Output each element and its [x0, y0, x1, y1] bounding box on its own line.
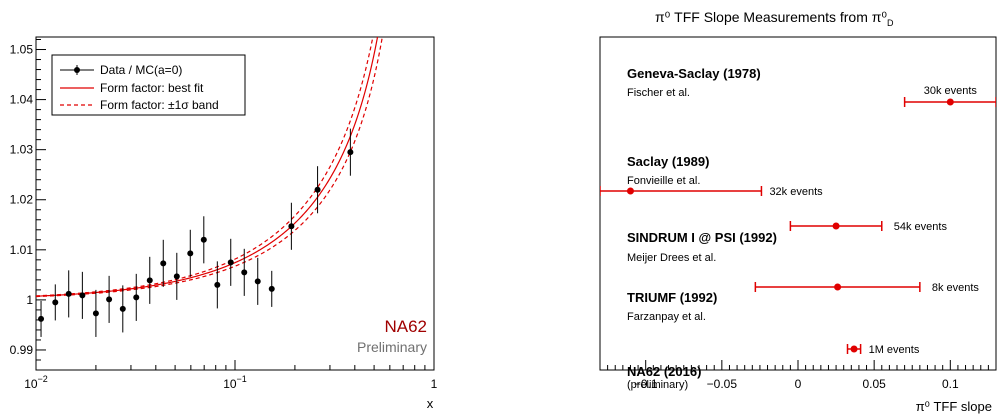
data-point: [228, 259, 234, 265]
left-y-tick-label: 1.02: [10, 193, 34, 207]
right-x-axis-title: π⁰ TFF slope: [916, 399, 992, 414]
measurement-events: 32k events: [769, 186, 823, 198]
right-chart-title-main: π⁰ TFF Slope Measurements from π⁰: [655, 9, 887, 25]
data-point: [93, 310, 99, 316]
measurements: Geneva-Saclay (1978) Fischer et al. 30k ev…: [600, 66, 996, 391]
left-x-tick-exponent: −2: [38, 374, 48, 384]
experiment-name: Geneva-Saclay (1978): [627, 66, 761, 81]
measurement-marker: [834, 284, 841, 291]
measurement-marker: [627, 188, 634, 195]
measurement-1: Saclay (1989) Fonvieille et al. 32k events: [600, 154, 823, 198]
left-y-tick-label: 1.03: [10, 143, 34, 157]
measurement-bar: [755, 282, 919, 292]
experiment-authors: Farzanpay et al.: [627, 311, 706, 323]
band-lower-curve: [36, 0, 389, 297]
data-point: [120, 306, 126, 312]
left-y-tick-label: 1.04: [10, 93, 34, 107]
form-factor-curves: [36, 0, 389, 297]
experiment-name: SINDRUM I @ PSI (1992): [627, 230, 777, 245]
data-point: [201, 237, 207, 243]
measurement-marker: [947, 99, 954, 106]
band-upper-curve: [36, 0, 381, 296]
experiment-authors: Fischer et al.: [627, 87, 690, 99]
data-point: [288, 223, 294, 229]
measurement-3: TRIUMF (1992) Farzanpay et al. 8k events: [627, 282, 979, 323]
data-point: [106, 296, 112, 302]
left-x-tick-label: 1: [431, 377, 438, 391]
measurement-bar: [905, 97, 996, 107]
left-x-tick-label: 10−1: [223, 374, 247, 391]
measurement-0: Geneva-Saclay (1978) Fischer et al. 30k ev…: [627, 66, 996, 107]
measurement-bar: [790, 221, 881, 231]
data-point: [38, 316, 44, 322]
legend-label-band: Form factor: ±1σ band: [100, 98, 219, 112]
right-chart-title-subscript: D: [887, 18, 894, 28]
experiment-name: NA62 (2016): [627, 364, 701, 379]
data-point: [214, 282, 220, 288]
data-point: [315, 187, 321, 193]
measurement-2: SINDRUM I @ PSI (1992) Meijer Drees et al…: [627, 221, 947, 264]
form-factor-chart: 0.99 1 1.01 1.02 1.03 1.04 1.05 10−2 10−1 1 Data…: [10, 0, 438, 411]
experiment-authors: Meijer Drees et al.: [627, 252, 716, 264]
measurement-marker: [833, 223, 840, 230]
left-y-tick-label: 1.01: [10, 243, 34, 257]
measurement-marker: [851, 346, 858, 353]
data-point: [347, 149, 353, 155]
right-chart-title: π⁰ TFF Slope Measurements from π⁰D: [655, 9, 894, 28]
experiment-name: Saclay (1989): [627, 154, 709, 169]
measurement-bar: [600, 186, 761, 196]
data-point: [79, 292, 85, 298]
tff-slope-chart: π⁰ TFF Slope Measurements from π⁰D −0.1−…: [600, 9, 996, 414]
measurement-events: 1M events: [869, 344, 920, 356]
right-x-tick-label: 0: [795, 377, 802, 391]
legend: Data / MC(a=0) Form factor: best fit For…: [52, 55, 245, 115]
experiment-authors: Fonvieille et al.: [627, 175, 700, 187]
data-point: [174, 273, 180, 279]
measurement-bar: [848, 344, 861, 354]
data-point: [269, 286, 275, 292]
data-point: [147, 277, 153, 283]
left-x-tick-label: 10−2: [24, 374, 48, 391]
data-point: [255, 278, 261, 284]
measurement-events: 54k events: [894, 221, 948, 233]
right-x-tick-label: 0.05: [862, 377, 886, 391]
data-point: [160, 260, 166, 266]
preliminary-label: Preliminary: [357, 339, 427, 355]
measurement-events: 30k events: [924, 85, 978, 97]
left-x-axis-title: x: [427, 396, 434, 411]
experiment-name: TRIUMF (1992): [627, 290, 717, 305]
right-x-tick-label: −0.05: [707, 377, 738, 391]
data-points: [38, 129, 353, 337]
data-point: [133, 294, 139, 300]
left-x-tick-exponent: −1: [237, 374, 247, 384]
left-y-tick-label: 1: [26, 293, 33, 307]
na62-label: NA62: [384, 317, 427, 336]
data-point: [187, 250, 193, 256]
measurement-events: 8k events: [932, 282, 980, 294]
experiment-authors: (preliminary): [627, 379, 688, 391]
legend-label-data: Data / MC(a=0): [100, 63, 182, 77]
left-y-tick-label: 0.99: [10, 343, 34, 357]
left-y-tick-label: 1.05: [10, 43, 34, 57]
data-point: [52, 299, 58, 305]
left-x-axis: 10−2 10−1 1: [24, 360, 437, 391]
legend-data-marker: [74, 67, 80, 73]
best-fit-curve: [36, 0, 385, 296]
data-point: [66, 291, 72, 297]
right-x-tick-label: 0.1: [942, 377, 959, 391]
legend-label-best-fit: Form factor: best fit: [100, 81, 204, 95]
data-point: [241, 269, 247, 275]
